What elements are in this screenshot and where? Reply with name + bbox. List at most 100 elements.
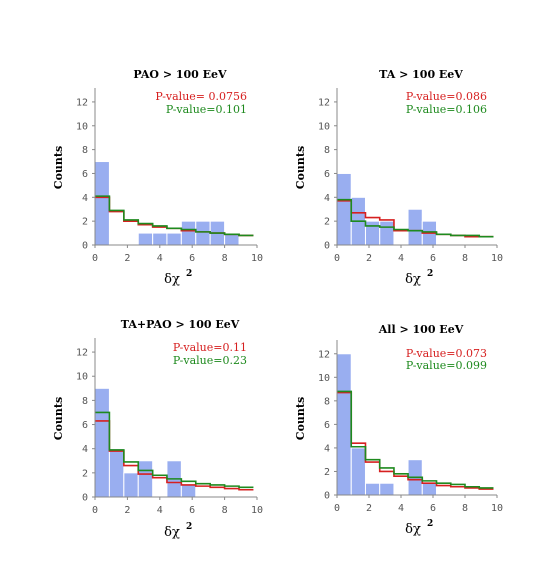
x-tick-label: 10 [251, 505, 263, 516]
y-tick-label: 4 [82, 193, 88, 204]
histogram-bar [123, 472, 139, 498]
x-tick-label: 4 [398, 503, 404, 514]
histogram-bar [108, 448, 125, 498]
y-axis-label: Counts [294, 397, 307, 440]
y-tick-label: 8 [82, 396, 88, 407]
x-tick-label: 0 [92, 505, 98, 516]
histogram-bar [94, 161, 110, 246]
p-value-label-red: P-value=0.11 [173, 341, 247, 354]
y-tick-label: 6 [82, 420, 88, 431]
step-line-green [95, 411, 254, 489]
chart-panel-3: TA+PAO > 100 EeV 0 2 4 6 8 10 12 0 2 4 6 8 10 Counts δχ… [52, 318, 263, 540]
x-axis-label-superscript: 2 [186, 269, 192, 279]
histogram-bar [407, 208, 423, 246]
histogram-bar [364, 220, 381, 246]
y-tick-label: 12 [76, 97, 88, 108]
histogram-bar [421, 482, 438, 496]
y-tick-label: 10 [318, 373, 330, 384]
histogram-bar [336, 353, 352, 496]
histogram-bar [180, 220, 197, 246]
histogram-bar [152, 232, 168, 246]
x-tick-label: 0 [334, 253, 340, 264]
histogram-bar [350, 447, 366, 496]
x-tick-label: 4 [398, 253, 404, 264]
y-tick-label: 8 [82, 145, 88, 156]
histogram-bar [137, 232, 154, 246]
p-value-label-green: P-value=0.23 [173, 354, 247, 367]
y-tick-label: 2 [82, 468, 88, 479]
step-line-green [95, 195, 254, 237]
chart-title: TA > 100 EeV [379, 68, 463, 81]
chart-panel-2: TA > 100 EeV 0 2 4 6 8 10 12 0 2 4 6 8 10 Counts δχ 2 P-v… [294, 68, 503, 287]
x-tick-label: 4 [157, 253, 163, 264]
histogram-bar [336, 172, 352, 246]
step-line-green [337, 390, 494, 489]
histogram-bar [364, 482, 381, 496]
chart-panel-4: All > 100 EeV 0 2 4 6 8 10 12 0 2 4 6 8 10 Counts δχ 2 P-… [294, 323, 503, 537]
y-tick-label: 0 [82, 493, 88, 504]
histogram-bar [195, 220, 211, 246]
histogram-bar [137, 460, 154, 498]
chart-title: PAO > 100 EeV [133, 68, 227, 81]
y-tick-label: 8 [324, 396, 330, 407]
x-tick-label: 0 [92, 253, 98, 264]
histogram-bar [94, 387, 110, 498]
p-value-label-red: P-value= 0.0756 [155, 90, 247, 103]
x-tick-label: 2 [366, 253, 372, 264]
x-axis-label-superscript: 2 [427, 269, 433, 279]
x-axis-label-superscript: 2 [427, 519, 433, 529]
y-tick-label: 6 [82, 169, 88, 180]
x-tick-label: 6 [189, 505, 195, 516]
x-tick-label: 4 [157, 505, 163, 516]
chart-title: All > 100 EeV [378, 323, 464, 336]
histogram-bar [166, 232, 182, 246]
histogram-bar [379, 220, 395, 246]
p-value-label-red: P-value=0.086 [406, 90, 487, 103]
step-line-green [337, 198, 494, 238]
y-axis-label: Counts [52, 146, 65, 189]
x-tick-label: 2 [366, 503, 372, 514]
y-tick-label: 6 [324, 420, 330, 431]
y-tick-label: 0 [324, 241, 330, 252]
histogram-bar [180, 484, 197, 498]
x-axis-label-superscript: 2 [186, 522, 192, 532]
histogram-bar [379, 482, 395, 496]
y-tick-label: 0 [324, 491, 330, 502]
y-axis-label: Counts [294, 146, 307, 189]
p-value-label-green: P-value=0.101 [166, 103, 247, 116]
y-tick-label: 6 [324, 169, 330, 180]
y-tick-label: 0 [82, 241, 88, 252]
y-tick-label: 8 [324, 145, 330, 156]
x-axis-label: δχ [164, 272, 180, 287]
y-tick-label: 4 [324, 193, 330, 204]
x-axis-label: δχ [164, 525, 180, 540]
y-tick-label: 12 [76, 348, 88, 359]
y-tick-label: 10 [76, 121, 88, 132]
y-tick-label: 12 [318, 349, 330, 360]
x-tick-label: 6 [189, 253, 195, 264]
p-value-label-green: P-value=0.099 [406, 359, 487, 372]
x-tick-label: 2 [124, 505, 130, 516]
x-tick-label: 8 [222, 253, 228, 264]
y-axis-label: Counts [52, 397, 65, 440]
x-axis-label: δχ [405, 272, 421, 287]
x-tick-label: 8 [222, 505, 228, 516]
x-tick-label: 6 [430, 503, 436, 514]
y-tick-label: 4 [324, 443, 330, 454]
y-tick-label: 2 [82, 217, 88, 228]
x-tick-label: 8 [462, 503, 468, 514]
y-tick-label: 2 [324, 217, 330, 228]
x-tick-label: 6 [430, 253, 436, 264]
x-tick-label: 8 [462, 253, 468, 264]
x-tick-label: 0 [334, 503, 340, 514]
x-axis-label: δχ [405, 522, 421, 537]
y-tick-label: 10 [318, 121, 330, 132]
x-tick-label: 10 [251, 253, 263, 264]
y-tick-label: 2 [324, 467, 330, 478]
p-value-label-green: P-value=0.106 [406, 103, 487, 116]
x-tick-label: 2 [124, 253, 130, 264]
y-tick-label: 4 [82, 444, 88, 455]
x-tick-label: 10 [491, 503, 503, 514]
p-value-label-red: P-value=0.073 [406, 347, 487, 360]
